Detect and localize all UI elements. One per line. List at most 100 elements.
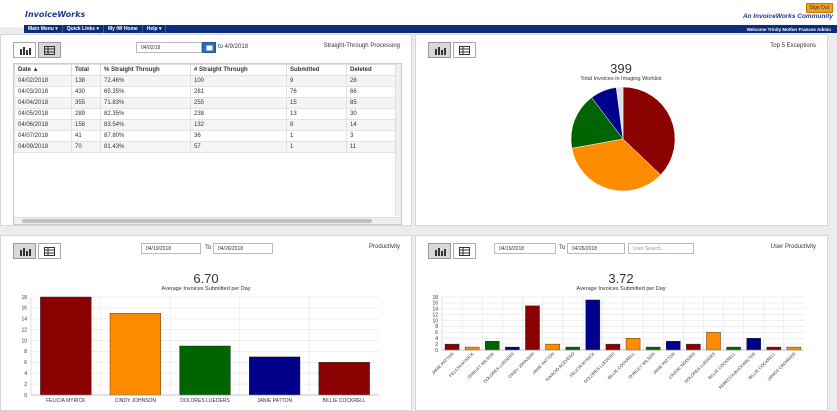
community-title: An InvoiceWorks Community [742,13,833,20]
table-view-button[interactable] [38,42,61,58]
cell: 28 [346,75,396,87]
col-deleted-header[interactable]: Deleted [346,64,396,76]
col-date-header[interactable]: Date ▲ [14,64,72,76]
bar [686,343,701,351]
cell: 85 [346,97,396,109]
bar [585,299,601,351]
scroll-thumb[interactable] [22,219,372,223]
productivity-bar-chart: 0 2 4 6 8 10 12 14 16 18 FELICIA MYRICK CINDY JOHNS… [21,295,379,404]
y-tick-label: 2 [435,342,438,348]
table-row[interactable]: 04/02/2018 138 72.46% 100 9 28 [14,75,396,87]
col-pct-header[interactable]: % Straight Through [100,64,191,76]
cell: 83.54% [100,119,191,131]
bar-chart-icon [19,247,31,256]
bar [706,332,721,351]
nav-quick-links[interactable]: Quick Links ▾ [63,25,104,33]
cell: 355 [71,97,101,109]
vertical-scrollbar[interactable] [395,64,401,216]
table-row[interactable]: 04/06/2018 158 83.54% 132 8 14 [14,119,396,131]
x-tick-label: CINDY JOHNSON [115,398,157,404]
pie-slice [622,86,676,176]
cell: 3 [346,130,396,142]
productivity-title: Productivity [368,244,400,250]
cell: 430 [71,86,101,98]
x-tick-label: REBECCA BUCKWALTER [718,351,757,390]
nav-main-menu[interactable]: Main Menu ▾ [24,25,63,33]
productivity-to-date[interactable]: 04/26/2018 [213,243,273,254]
x-tick-label: DOLORES LUEDERS [180,398,230,404]
table-row[interactable]: 04/05/2018 289 82.35% 238 13 30 [14,108,396,120]
nav-help[interactable]: Help ▾ [143,25,167,33]
cell: 41 [71,130,101,142]
table-view-button[interactable] [453,42,476,58]
y-tick-label: 16 [432,301,438,307]
user-productivity-panel: 04/19/2018 To 04/26/2018 User Search... … [415,235,828,411]
table-view-button[interactable] [453,243,476,259]
bar [605,343,621,351]
table-row[interactable]: 04/09/2018 70 81.43% 57 1 11 [14,141,396,153]
exceptions-subtitle: Total Invoices in Imaging Worklist [580,76,662,82]
bar [248,356,301,396]
cell: 71.83% [100,97,191,109]
cell: 8 [286,119,347,131]
col-num-header[interactable]: # Straight Through [190,64,287,76]
brand-logo[interactable]: InvoiceWorks [25,10,86,19]
user-prod-to-date[interactable]: 04/26/2018 [567,243,625,254]
col-total-header[interactable]: Total [71,64,101,76]
chart-view-button[interactable] [13,42,36,58]
cell: 13 [286,108,347,120]
user-search-input[interactable]: User Search... [628,243,694,254]
view-toggle [428,243,476,259]
calendar-icon [206,45,212,50]
y-tick-label: 12 [432,312,438,318]
chart-view-button[interactable] [428,243,451,259]
y-tick-label: 6 [24,360,27,366]
sign-out-button[interactable]: Sign Out [805,3,833,13]
cell: 81.43% [100,141,191,153]
productivity-value: 6.70 [193,271,219,286]
stp-to-label: to 4/9/2018 [218,44,249,50]
cell: 76 [286,86,347,98]
cell: 1 [286,141,347,153]
table-row[interactable]: 04/07/2018 41 87.80% 36 1 3 [14,130,396,142]
main-navbar: Main Menu ▾ Quick Links ▾ My IW Home Hel… [24,25,837,33]
chart-view-button[interactable] [13,243,36,259]
pie-slice [570,97,624,149]
cell: 82.35% [100,108,191,120]
bar-chart-icon [19,46,31,55]
table-view-button[interactable] [38,243,61,259]
view-toggle [13,42,61,58]
table-icon [459,45,470,55]
cell: 9 [286,75,347,87]
cell: 04/07/2018 [14,130,72,142]
user-prod-to-label: To [559,245,566,251]
y-tick-label: 8 [435,324,438,330]
y-tick-label: 14 [21,317,27,323]
bar [179,345,231,396]
x-tick-label: FELICIA MYRICK [46,398,86,404]
cell: 15 [286,97,347,109]
productivity-from-date[interactable]: 04/19/2018 [141,243,201,254]
nav-my-iw-home[interactable]: My IW Home [104,25,143,33]
table-row[interactable]: 04/04/2018 355 71.83% 255 15 85 [14,97,396,109]
cell: 87.80% [100,130,191,142]
y-tick-label: 10 [432,318,438,324]
view-toggle [13,243,61,259]
bar [505,346,520,351]
col-submitted-header[interactable]: Submitted [286,64,347,76]
bar [525,305,540,351]
cell: 04/05/2018 [14,108,72,120]
user-prod-from-date[interactable]: 04/19/2018 [494,243,556,254]
cell: 57 [190,141,287,153]
bar [318,362,370,396]
bar [645,346,661,351]
y-tick-label: 8 [24,349,27,355]
stp-table: Date ▲ Total % Straight Through # Straig… [13,63,402,225]
y-tick-label: 18 [21,295,27,301]
chart-view-button[interactable] [428,42,451,58]
stp-from-date-input[interactable]: 04/02/18 [136,42,202,53]
y-tick-label: 4 [24,371,27,377]
horizontal-scrollbar[interactable] [14,217,401,224]
table-row[interactable]: 04/03/2018 430 65.35% 281 76 66 [14,86,396,98]
calendar-button[interactable] [202,42,216,53]
